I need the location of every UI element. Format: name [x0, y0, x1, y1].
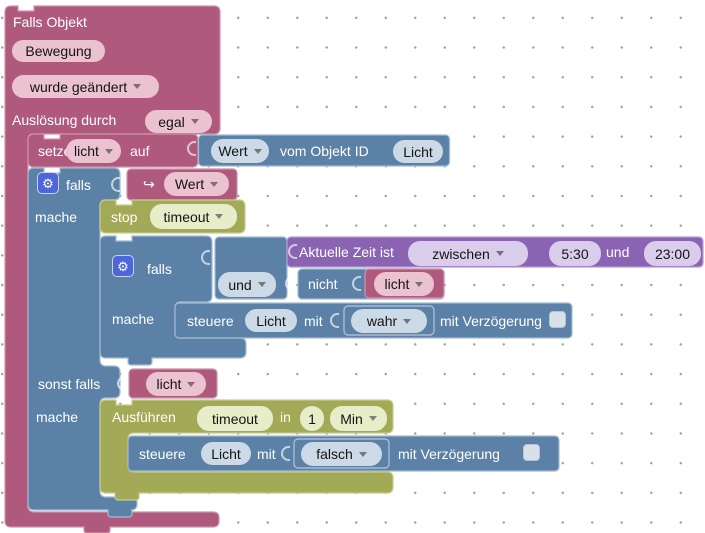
chevron-down-icon — [190, 119, 199, 124]
time-to-value: 23:00 — [654, 245, 691, 262]
stop-keyword: stop — [111, 209, 138, 225]
logic-op-value: und — [228, 276, 252, 293]
value-false-value: falsch — [316, 446, 353, 462]
time-mode-dropdown[interactable]: zwischen — [408, 241, 528, 266]
exec-unit-dropdown[interactable]: Min — [330, 406, 387, 431]
time-and-label: und — [606, 244, 630, 260]
stop-timeout-name-dropdown[interactable]: timeout — [150, 204, 237, 229]
control-oid-field[interactable]: Licht — [245, 309, 297, 332]
chevron-down-icon — [210, 181, 219, 187]
control-with-label: mit — [257, 446, 276, 462]
exec-number-field[interactable]: 1 — [300, 406, 324, 431]
mutator-gear-icon[interactable]: ⚙ — [37, 172, 59, 194]
chevron-down-icon — [368, 416, 377, 421]
set-keyword: setze — [38, 143, 72, 159]
time-to-field[interactable]: 23:00 — [644, 241, 701, 266]
value-socket — [330, 313, 339, 328]
delay-checkbox[interactable] — [549, 311, 566, 328]
trigger-value-arrow-icon: ↪ — [143, 176, 155, 192]
time-from-field[interactable]: 5:30 — [549, 241, 601, 266]
control-with-label: mit — [304, 313, 323, 329]
value-socket — [285, 276, 294, 291]
trigger-event-dropdown[interactable]: wurde geändert — [12, 75, 159, 98]
value-false-dropdown[interactable]: falsch — [301, 442, 382, 466]
time-mode-value: zwischen — [432, 245, 490, 262]
elseif-variable-value: licht — [156, 376, 182, 392]
trigger-object-value: Bewegung — [25, 43, 92, 59]
control-oid-value: Licht — [256, 312, 286, 329]
not-variable-value: licht — [384, 276, 410, 292]
chevron-down-icon — [257, 282, 266, 287]
inner-if-keyword: falls — [147, 261, 172, 277]
trigger-by-dropdown[interactable]: egal — [145, 110, 212, 133]
logic-op-dropdown[interactable]: und — [218, 272, 276, 297]
trigger-value-value: Wert — [174, 176, 205, 192]
if-keyword: falls — [66, 177, 91, 193]
object-id-field[interactable]: Licht — [393, 140, 443, 163]
control-delay-label: mit Verzögerung — [398, 446, 500, 462]
exec-keyword: Ausführen — [112, 409, 176, 425]
control-keyword: steuere — [187, 313, 234, 329]
object-id-value: Licht — [403, 143, 433, 160]
chevron-down-icon — [253, 148, 262, 154]
do2-keyword: mache — [36, 409, 79, 425]
exec-name-value: timeout — [212, 410, 258, 427]
delay-checkbox[interactable] — [523, 444, 540, 461]
condition-socket — [111, 177, 120, 192]
value-socket — [352, 276, 361, 291]
trigger-object-field[interactable]: Bewegung — [12, 40, 105, 62]
exec-in-label: in — [280, 409, 291, 425]
value-true-dropdown[interactable]: wahr — [351, 309, 427, 333]
stop-timeout-name-value: timeout — [163, 208, 210, 225]
condition-socket — [201, 250, 210, 265]
value-socket — [288, 244, 297, 259]
value-socket — [187, 141, 196, 156]
value-true-value: wahr — [366, 313, 398, 329]
exec-unit-value: Min — [340, 410, 363, 427]
control-keyword: steuere — [139, 446, 186, 462]
chevron-down-icon — [187, 381, 196, 387]
trigger-event-value: wurde geändert — [29, 78, 128, 95]
set-variable-value: licht — [74, 143, 99, 159]
chevron-down-icon — [104, 148, 113, 154]
if-else-block-body[interactable] — [27, 167, 138, 518]
trigger-title: Falls Objekt — [13, 14, 87, 30]
time-check-label: Aktuelle Zeit ist — [299, 244, 394, 260]
object-attr-value: Wert — [218, 143, 248, 159]
control-oid-value: Licht — [211, 445, 241, 462]
time-from-value: 5:30 — [561, 245, 589, 262]
object-id-label: vom Objekt ID — [280, 143, 369, 159]
chevron-down-icon — [495, 251, 504, 256]
do-keyword: mache — [35, 209, 78, 225]
not-keyword: nicht — [308, 276, 338, 292]
trigger-by-label: Auslösung durch — [12, 112, 117, 128]
exec-number-value: 1 — [308, 410, 316, 427]
set-to-keyword: auf — [130, 143, 150, 159]
not-variable-dropdown[interactable]: licht — [374, 272, 434, 296]
chevron-down-icon — [403, 318, 412, 324]
elseif-keyword: sonst falls — [38, 376, 101, 392]
value-true-shadow-outline[interactable] — [343, 305, 435, 336]
value-socket — [281, 446, 290, 461]
chevron-down-icon — [215, 214, 224, 219]
control-delay-label: mit Verzögerung — [440, 313, 542, 329]
value-false-shadow-outline[interactable] — [293, 438, 390, 469]
mutator-gear-icon[interactable]: ⚙ — [112, 255, 134, 277]
inner-do-keyword: mache — [112, 311, 155, 327]
control-oid-field[interactable]: Licht — [201, 442, 251, 465]
trigger-value-dropdown[interactable]: Wert — [164, 172, 229, 196]
trigger-by-value: egal — [158, 113, 185, 130]
object-attr-dropdown[interactable]: Wert — [211, 139, 269, 163]
chevron-down-icon — [133, 84, 142, 89]
chevron-down-icon — [415, 281, 424, 287]
exec-name-field[interactable]: timeout — [197, 406, 273, 431]
set-variable-dropdown[interactable]: licht — [66, 139, 121, 163]
condition-socket — [117, 376, 126, 391]
chevron-down-icon — [358, 451, 367, 457]
elseif-variable-dropdown[interactable]: licht — [146, 372, 206, 396]
